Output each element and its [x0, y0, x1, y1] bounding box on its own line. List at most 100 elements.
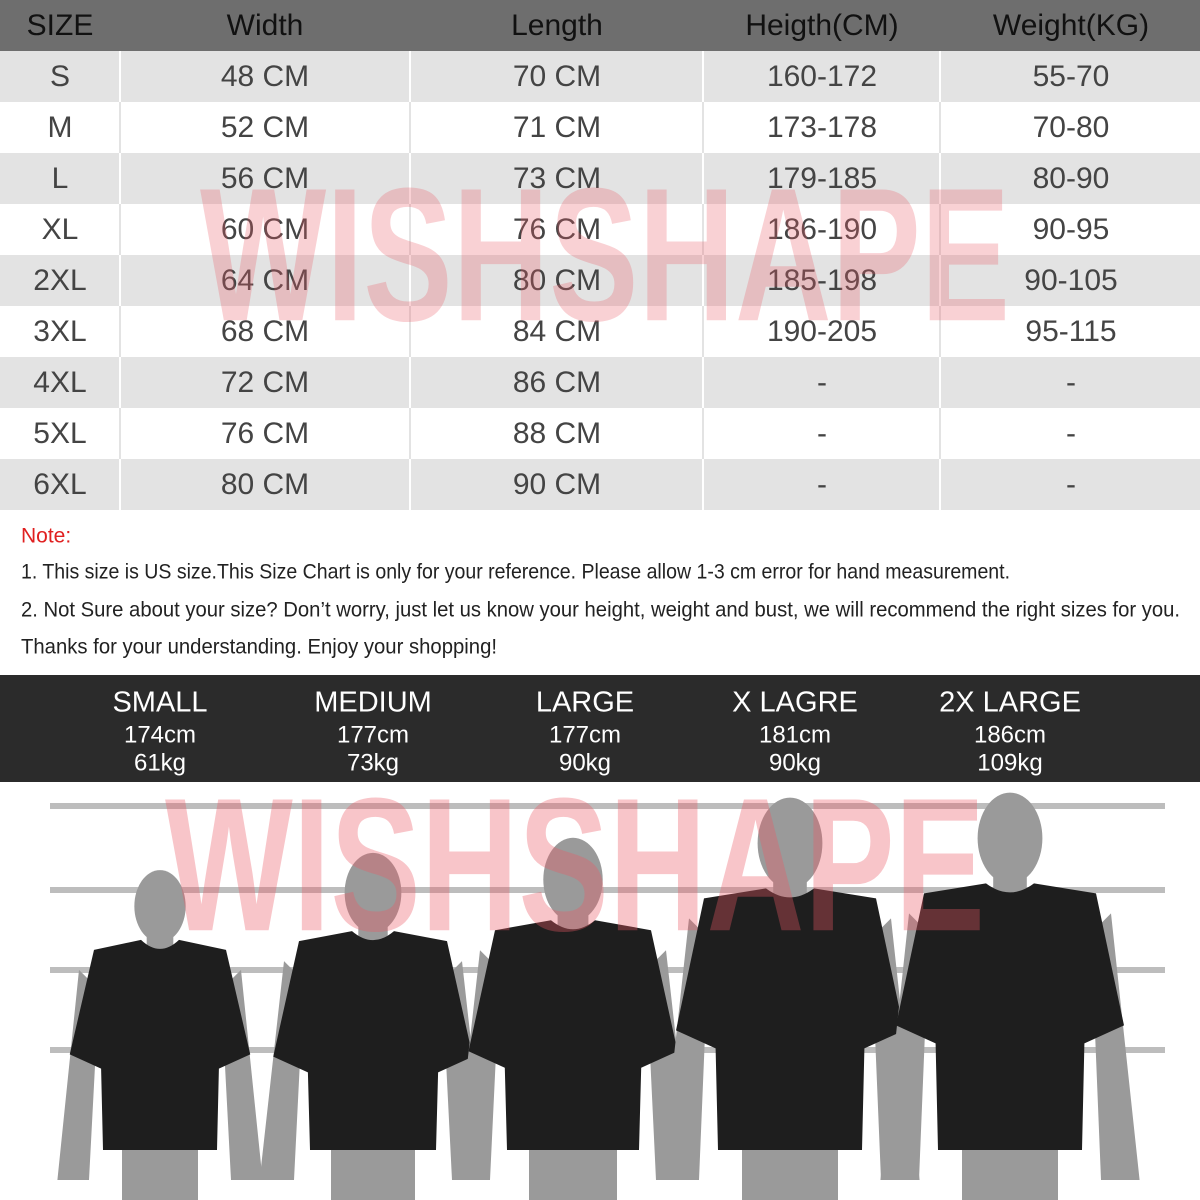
model-height: 181cm	[759, 721, 831, 748]
model-band	[0, 675, 1200, 782]
table-cell: -	[1066, 366, 1076, 399]
table-cell: 95-115	[1025, 315, 1116, 348]
table-cell: -	[817, 366, 827, 399]
model-size: X LAGRE	[732, 687, 858, 719]
model-size: 2X LARGE	[939, 687, 1081, 719]
note-title: Note:	[21, 525, 71, 548]
table-cell: 76 CM	[513, 213, 601, 246]
shirt	[676, 888, 904, 1150]
table-cell: 179-185	[767, 162, 877, 195]
model-height: 186cm	[974, 721, 1046, 748]
table-cell: 173-178	[767, 111, 877, 144]
arm	[57, 969, 263, 1180]
model-height: 177cm	[337, 721, 409, 748]
height-line	[50, 887, 1165, 893]
shirt	[273, 931, 473, 1150]
table-cell: 68 CM	[221, 315, 309, 348]
table-cell: 72 CM	[221, 366, 309, 399]
head	[344, 852, 402, 933]
model-weight: 90kg	[559, 749, 611, 776]
table-cell: 90 CM	[513, 468, 601, 501]
table-cell: XL	[42, 213, 79, 246]
table-cell: 190-205	[767, 315, 877, 348]
model-figure	[454, 837, 692, 1200]
watermark: WISHSHAPE	[200, 149, 1010, 361]
table-cell: 90-105	[1024, 264, 1117, 297]
model-weight: 73kg	[347, 749, 399, 776]
table-row-bg	[0, 408, 1200, 459]
table-cell: L	[52, 162, 69, 195]
model-figure	[880, 792, 1140, 1200]
header-cell: Width	[227, 9, 304, 42]
head	[977, 792, 1043, 884]
table-cell: 86 CM	[513, 366, 601, 399]
table-cell: 56 CM	[221, 162, 309, 195]
table-cell: -	[1066, 417, 1076, 450]
arm	[880, 913, 1140, 1180]
table-cell: 186-190	[767, 213, 877, 246]
table-cell: 80 CM	[221, 468, 309, 501]
table-cell: 4XL	[33, 366, 86, 399]
model-height: 174cm	[124, 721, 196, 748]
note-line: Thanks for your understanding. Enjoy you…	[21, 636, 497, 659]
table-row-bg	[0, 204, 1200, 255]
shirt	[468, 920, 678, 1150]
table-cell: M	[48, 111, 73, 144]
table-cell: 60 CM	[221, 213, 309, 246]
head	[134, 870, 186, 943]
height-line	[50, 803, 1165, 809]
header-cell: Length	[511, 9, 603, 42]
table-cell: 3XL	[33, 315, 86, 348]
table-cell: 76 CM	[221, 417, 309, 450]
shirt	[896, 883, 1124, 1150]
table-cell: -	[817, 468, 827, 501]
table-row-bg	[0, 357, 1200, 408]
watermark: WISHSHAPE	[165, 759, 985, 971]
model-size: MEDIUM	[314, 687, 432, 719]
table-cell: 5XL	[33, 417, 86, 450]
header-cell: SIZE	[27, 9, 94, 42]
table-cell: 70 CM	[513, 60, 601, 93]
model-height: 177cm	[549, 721, 621, 748]
model-weight: 109kg	[977, 749, 1042, 776]
table-cell: -	[1066, 468, 1076, 501]
table-row-bg	[0, 102, 1200, 153]
table-cell: S	[50, 60, 70, 93]
note-line: 1. This size is US size.This Size Chart …	[21, 561, 1010, 584]
table-cell: 64 CM	[221, 264, 309, 297]
table-row-bg	[0, 153, 1200, 204]
table-cell: 73 CM	[513, 162, 601, 195]
table-cell: 80-90	[1033, 162, 1110, 195]
table-cell: 84 CM	[513, 315, 601, 348]
table-cell: 71 CM	[513, 111, 601, 144]
model-weight: 61kg	[134, 749, 186, 776]
table-cell: -	[817, 417, 827, 450]
note-line: 2. Not Sure about your size? Don’t worry…	[21, 599, 1180, 622]
head	[757, 797, 823, 889]
table-cell: 185-198	[767, 264, 877, 297]
table-cell: 2XL	[33, 264, 86, 297]
shirt	[69, 939, 251, 1150]
table-cell: 160-172	[767, 60, 877, 93]
model-size: LARGE	[536, 687, 634, 719]
table-header-bg	[0, 0, 1200, 51]
model-figure	[57, 870, 263, 1200]
model-size: SMALL	[112, 687, 207, 719]
table-row-bg	[0, 255, 1200, 306]
table-cell: 80 CM	[513, 264, 601, 297]
table-cell: 52 CM	[221, 111, 309, 144]
table-cell: 6XL	[33, 468, 86, 501]
table-row-bg	[0, 51, 1200, 102]
table-cell: 90-95	[1033, 213, 1110, 246]
table-cell: 88 CM	[513, 417, 601, 450]
head	[543, 837, 603, 922]
model-weight: 90kg	[769, 749, 821, 776]
header-cell: Heigth(CM)	[745, 9, 898, 42]
table-row-bg	[0, 306, 1200, 357]
header-cell: Weight(KG)	[993, 9, 1149, 42]
table-cell: 70-80	[1033, 111, 1110, 144]
table-row-bg	[0, 459, 1200, 510]
table-cell: 55-70	[1033, 60, 1110, 93]
